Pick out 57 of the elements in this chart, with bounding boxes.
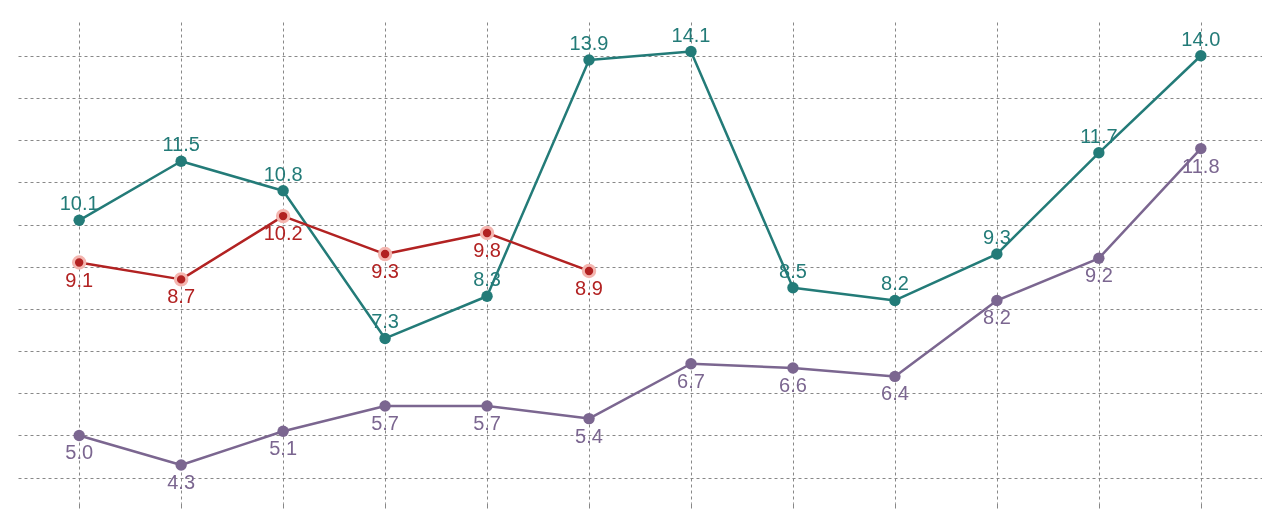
data-label: 6.4 (881, 382, 909, 405)
point (685, 358, 697, 370)
data-label: 9.1 (65, 268, 94, 291)
data-label: 6.6 (779, 373, 807, 396)
data-label: 10.8 (263, 162, 303, 185)
data-label: 9.2 (1084, 264, 1113, 287)
data-label: 5.1 (269, 437, 298, 460)
point (583, 54, 595, 66)
point (1093, 147, 1105, 159)
point (73, 214, 85, 226)
point (71, 255, 87, 270)
point (787, 362, 799, 374)
data-label: 11.8 (1182, 154, 1220, 177)
data-label: 8.2 (982, 306, 1011, 329)
point (275, 208, 291, 224)
point (685, 45, 697, 58)
point (481, 400, 493, 412)
point (277, 185, 289, 197)
point (889, 370, 901, 383)
point (175, 155, 187, 167)
data-label: 5.7 (473, 411, 501, 434)
point (1093, 252, 1105, 264)
data-label: 4.3 (167, 471, 196, 494)
data-label: 9.8 (473, 238, 501, 261)
point (173, 272, 189, 287)
point (889, 294, 901, 307)
point (277, 425, 289, 437)
point (73, 429, 85, 442)
data-label: 11.7 (1080, 124, 1118, 147)
point (175, 459, 187, 471)
data-label: 10.1 (59, 192, 99, 215)
data-label: 5.7 (371, 411, 399, 434)
point (481, 290, 493, 302)
data-label: 5.0 (65, 441, 94, 464)
data-label: 9.3 (982, 226, 1011, 249)
point (583, 412, 595, 425)
point (377, 246, 393, 262)
data-label: 13.9 (569, 31, 609, 54)
point (991, 294, 1003, 307)
point (581, 263, 597, 279)
data-label: 14.0 (1181, 27, 1221, 50)
data-label: 8.2 (881, 272, 909, 295)
point (1195, 50, 1207, 62)
data-label: 6.7 (677, 369, 705, 392)
data-label: 11.5 (162, 133, 200, 156)
point (479, 225, 495, 241)
data-label: 9.3 (371, 260, 399, 283)
data-label: 14.1 (671, 23, 711, 46)
point (1195, 142, 1207, 155)
data-label: 8.7 (167, 285, 196, 308)
point (787, 282, 799, 294)
point (379, 400, 391, 412)
data-label: 10.2 (263, 222, 303, 245)
point (991, 248, 1003, 260)
data-label: 8.9 (575, 276, 603, 299)
data-label: 5.4 (575, 424, 603, 447)
point (379, 332, 391, 345)
